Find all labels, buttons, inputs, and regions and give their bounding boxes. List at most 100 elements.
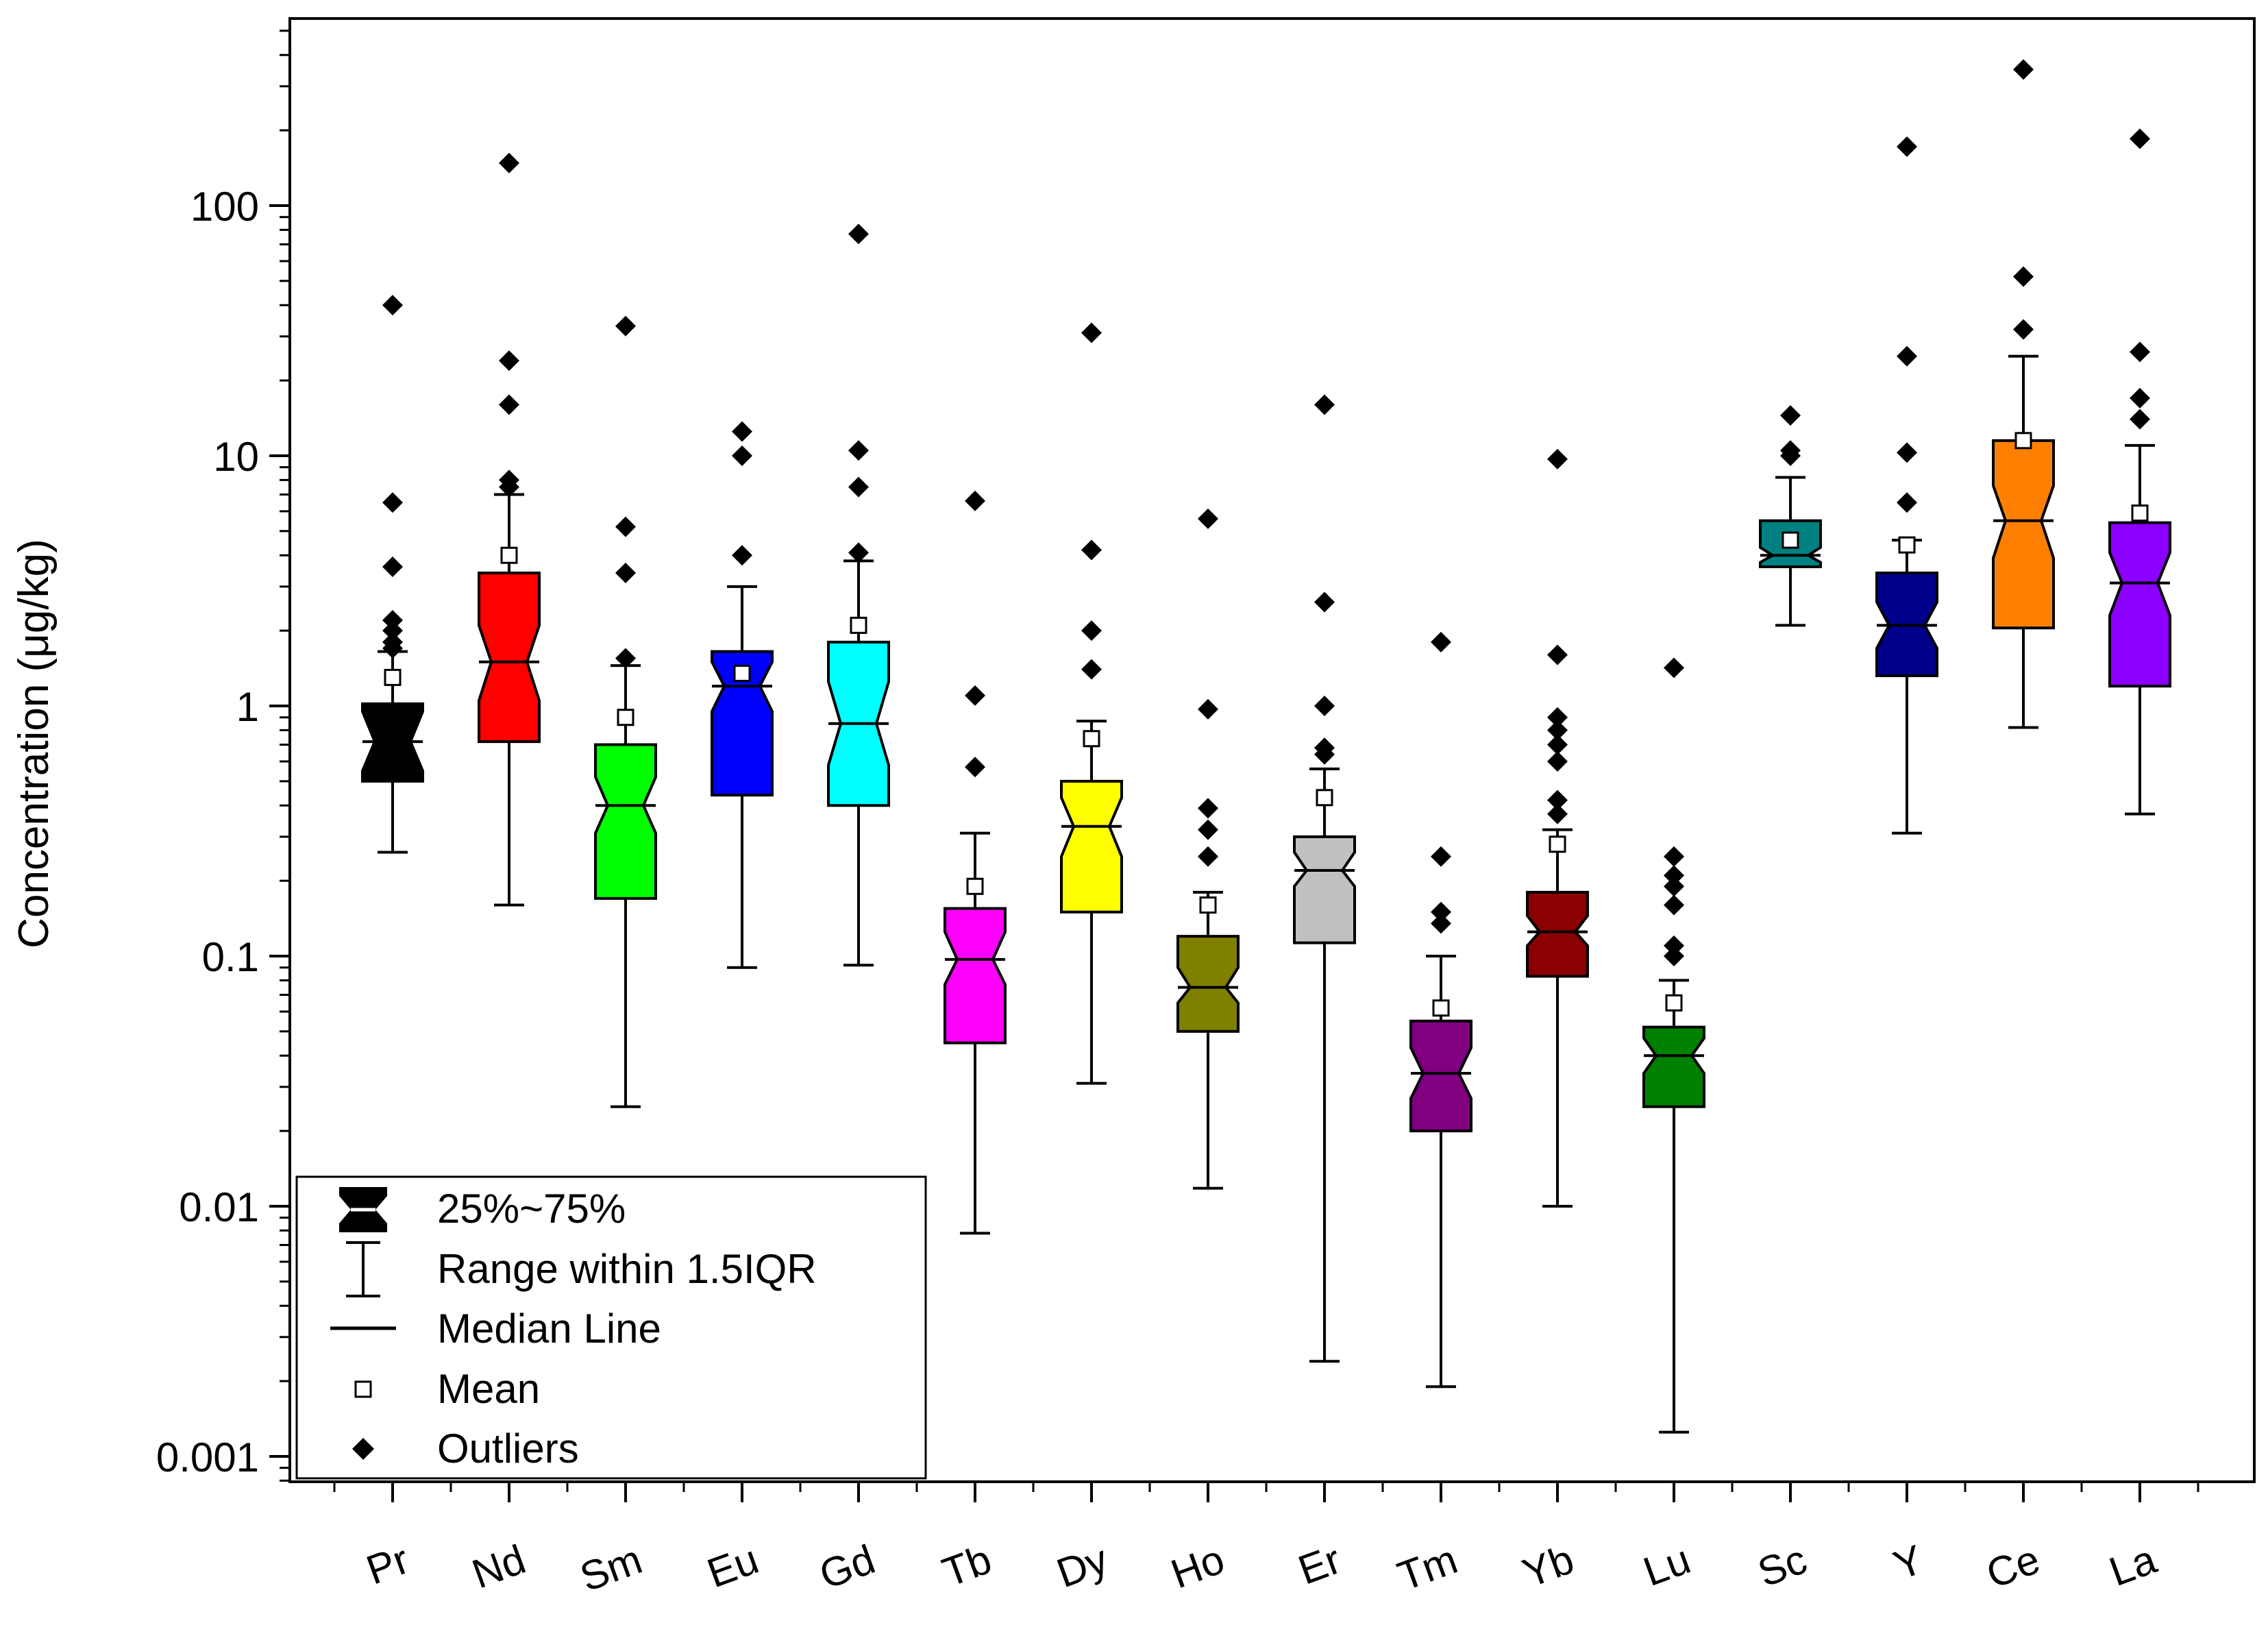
x-tick-label: Pr — [360, 1536, 415, 1593]
legend-outlier-symbol — [352, 1438, 374, 1460]
outlier-point — [615, 648, 636, 669]
mean-marker — [850, 616, 867, 634]
outlier-point — [1664, 876, 1684, 897]
outlier-point — [1314, 394, 1335, 415]
y-tick-label: 0.1 — [202, 934, 259, 980]
mean-marker — [2014, 432, 2032, 450]
outlier-point — [499, 394, 519, 415]
outlier-point — [1780, 445, 1801, 466]
y-tick-label: 10 — [213, 434, 259, 480]
legend-label-mean: Mean — [437, 1366, 540, 1412]
x-tick-label: Sc — [1752, 1536, 1813, 1596]
outlier-point — [965, 490, 985, 511]
legend-label-median: Median Line — [437, 1306, 661, 1352]
box-la — [2108, 128, 2171, 816]
mean-marker — [1782, 531, 1799, 549]
outlier-point — [848, 223, 869, 245]
iqr-box — [1642, 1025, 1705, 1108]
y-axis: 0.001 0.01 0.1 1 10 100 — [156, 29, 290, 1482]
outlier-point — [382, 620, 403, 642]
mean-marker — [966, 877, 984, 895]
box-pr — [361, 295, 424, 854]
outlier-point — [382, 556, 403, 577]
x-tick-label: Gd — [813, 1536, 880, 1598]
mean-marker — [733, 664, 751, 682]
legend-label-box: 25%~75% — [437, 1186, 626, 1232]
outlier-point — [1547, 448, 1568, 469]
outlier-point — [1081, 322, 1102, 343]
box-sm — [594, 315, 657, 1108]
outlier-point — [1664, 946, 1684, 966]
outlier-point — [1431, 901, 1451, 923]
outlier-point — [1547, 720, 1568, 741]
box-y — [1875, 136, 1938, 835]
legend-mean-symbol — [354, 1380, 372, 1398]
outlier-point — [1198, 846, 1218, 867]
outlier-point — [382, 610, 403, 631]
plot-marks — [361, 59, 2171, 1434]
x-tick-label: Er — [1292, 1536, 1346, 1593]
iqr-box — [594, 743, 657, 900]
outlier-point — [1198, 798, 1218, 819]
outlier-point — [1664, 865, 1684, 886]
outlier-point — [1547, 734, 1568, 755]
mean-marker — [1316, 789, 1333, 807]
outlier-point — [848, 440, 869, 461]
box-er — [1293, 394, 1356, 1363]
x-tick-label: Yb — [1517, 1536, 1580, 1596]
outlier-point — [732, 445, 752, 466]
box-gd — [827, 223, 890, 967]
legend-whisker-symbol — [346, 1241, 380, 1297]
legend-label-whisker: Range within 1.5IQR — [437, 1246, 817, 1292]
legend-label-outliers: Outliers — [437, 1426, 579, 1471]
y-axis-label: Concentration (μg/kg) — [10, 539, 58, 948]
outlier-point — [1198, 698, 1218, 720]
outlier-point — [1081, 659, 1102, 680]
outlier-point — [1431, 846, 1451, 867]
outlier-point — [965, 685, 985, 706]
box-nd — [478, 152, 541, 907]
x-tick-label: Tm — [1392, 1536, 1463, 1600]
outlier-point — [1897, 492, 1917, 513]
outlier-point — [2130, 341, 2150, 363]
outlier-point — [2013, 319, 2034, 340]
outlier-point — [1664, 846, 1684, 867]
outlier-point — [499, 476, 519, 498]
y-tick-label: 100 — [190, 184, 259, 230]
outlier-point — [1547, 644, 1568, 665]
outlier-point — [1664, 894, 1684, 916]
mean-marker — [1432, 999, 1450, 1017]
legend: 25%~75% Range within 1.5IQR Median Line … — [295, 1175, 927, 1480]
outlier-point — [615, 315, 636, 337]
outlier-point — [1081, 539, 1102, 561]
box-ce — [1992, 59, 2055, 729]
mean-marker — [384, 668, 402, 686]
outlier-point — [499, 350, 519, 371]
outlier-point — [1198, 508, 1218, 529]
mean-marker — [1665, 994, 1683, 1012]
outlier-point — [1547, 707, 1568, 728]
outlier-point — [1664, 935, 1684, 956]
x-axis: Pr Nd Sm Eu Gd Tb Dy Ho Er Tm Yb Lu Sc Y Ce La — [333, 1482, 2199, 1600]
x-tick-label: Ho — [1165, 1536, 1230, 1597]
iqr-box — [1176, 935, 1240, 1033]
outlier-point — [732, 421, 752, 442]
outlier-point — [1198, 819, 1218, 840]
y-tick-label: 1 — [236, 684, 259, 730]
x-tick-label: La — [2104, 1536, 2162, 1595]
outlier-point — [732, 545, 752, 566]
box-yb — [1526, 448, 1589, 1208]
legend-frame — [295, 1175, 927, 1480]
x-tick-label: Y — [1888, 1536, 1930, 1589]
outlier-point — [382, 492, 403, 513]
outlier-point — [1897, 345, 1917, 367]
outlier-point — [2130, 408, 2150, 430]
outlier-point — [2130, 128, 2150, 149]
outlier-point — [382, 637, 403, 659]
iqr-box — [1060, 779, 1123, 914]
outlier-point — [1897, 136, 1917, 158]
box-tb — [944, 490, 1007, 1235]
box-eu — [711, 421, 774, 969]
outlier-point — [1314, 744, 1335, 765]
